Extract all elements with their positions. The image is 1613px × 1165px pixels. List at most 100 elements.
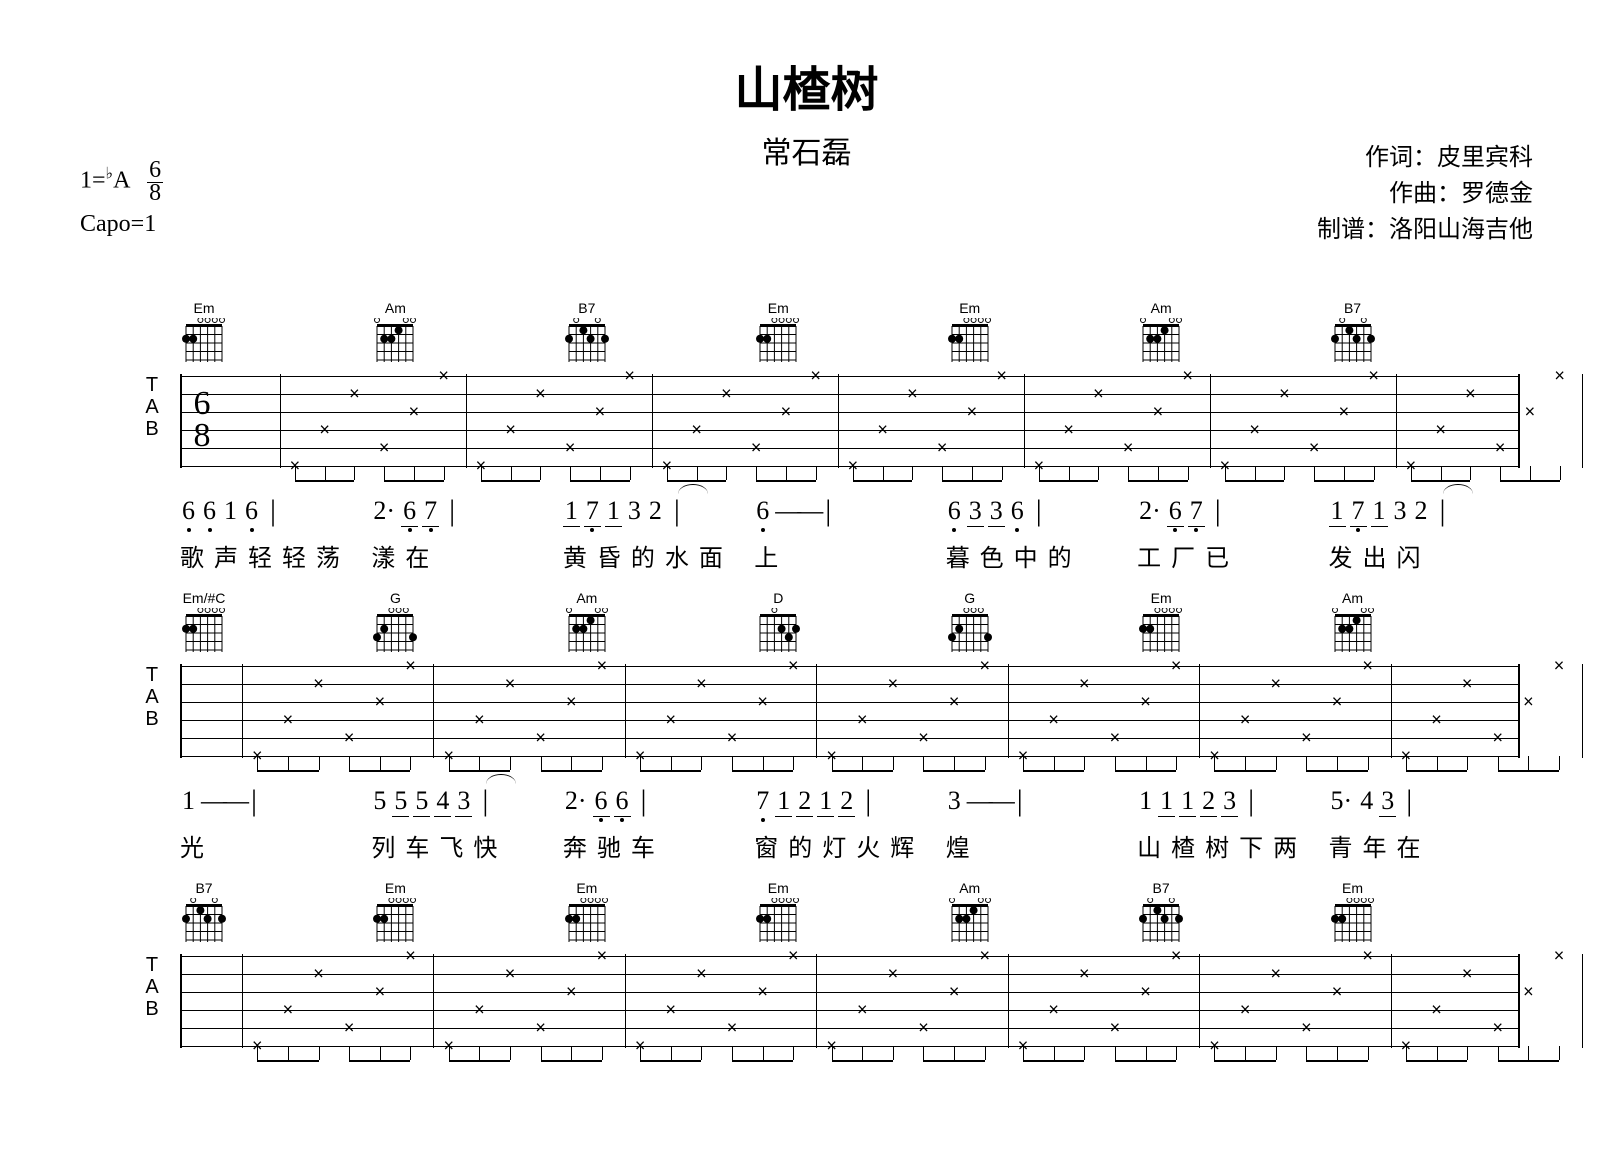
chord-diagram: Em xyxy=(1329,880,1377,953)
lyric-cell: 发 出 闪 xyxy=(1329,538,1520,573)
staff-system: EmAmB7EmEmAmB7TAB68×××××××××××××××××××××… xyxy=(120,300,1520,573)
chord-cell: Am xyxy=(946,880,1137,954)
chord-diagram: B7 xyxy=(563,300,611,373)
chord-label: Em xyxy=(563,880,611,896)
chord-label: G xyxy=(946,590,994,606)
chord-label: B7 xyxy=(180,880,228,896)
tab-clef: TAB xyxy=(132,954,172,1020)
chord-diagram: B7 xyxy=(180,880,228,953)
chord-cell: G xyxy=(371,590,562,664)
lyric-cell: 漾 在 xyxy=(371,538,562,573)
meta-right: 作词：皮里宾科 作曲：罗德金 制谱：洛阳山海吉他 xyxy=(1317,140,1533,248)
chord-label: G xyxy=(371,590,419,606)
chord-label: B7 xyxy=(563,300,611,316)
tab-clef: TAB xyxy=(132,664,172,730)
jianpu-measure: 2· 6 6 | xyxy=(563,784,754,818)
chord-row: EmAmB7EmEmAmB7 xyxy=(180,300,1520,374)
chord-cell: Am xyxy=(563,590,754,664)
lyric-cell: 奔 驰 车 xyxy=(563,828,754,863)
jianpu-row: 6 6 1 6 |2· 6 7 |1 7 1 3 2 |6 — — |6 3 3… xyxy=(180,494,1520,528)
lyric-cell: 黄 昏 的 水 面 xyxy=(563,538,754,573)
chord-label: Em xyxy=(371,880,419,896)
chord-label: Am xyxy=(563,590,611,606)
flat-symbol: ♭ xyxy=(106,166,114,183)
chord-cell: Em xyxy=(563,880,754,954)
chord-label: Em xyxy=(1137,590,1185,606)
chord-label: Am xyxy=(946,880,994,896)
lyric-cell: 窗 的 灯 火 辉 xyxy=(754,828,945,863)
chord-diagram: B7 xyxy=(1329,300,1377,373)
jianpu-row: 1 — — |5 5 5 4 3 |2· 6 6 |7 1 2 1 2 |3 —… xyxy=(180,784,1520,818)
chord-cell: Am xyxy=(1329,590,1520,664)
chord-cell: Em xyxy=(946,300,1137,374)
chord-label: Em/#C xyxy=(180,590,228,606)
chord-diagram: B7 xyxy=(1137,880,1185,953)
lyric-cell: 光 xyxy=(180,828,371,863)
chord-cell: B7 xyxy=(1137,880,1328,954)
chord-diagram: Em xyxy=(754,880,802,953)
chord-label: Am xyxy=(1329,590,1377,606)
chord-diagram: Em xyxy=(563,880,611,953)
chord-cell: Em xyxy=(371,880,562,954)
jianpu-measure: 5· 4 3 | xyxy=(1329,784,1520,818)
jianpu-measure: 5 5 5 4 3 | xyxy=(371,784,562,818)
chord-diagram: Am xyxy=(946,880,994,953)
time-signature: 68 xyxy=(188,388,216,453)
jianpu-measure: 1 — — | xyxy=(180,784,371,818)
jianpu-measure: 1 7 1 3 2 | xyxy=(1329,494,1520,528)
jianpu-measure: 6 3 3 6 | xyxy=(946,494,1137,528)
lyric-cell: 山 楂 树 下 两 xyxy=(1137,828,1328,863)
key-letter: A xyxy=(113,168,129,194)
lyric-cell: 列 车 飞 快 xyxy=(371,828,562,863)
chord-label: Em xyxy=(754,880,802,896)
lyricist-name: 皮里宾科 xyxy=(1437,145,1533,171)
chord-diagram: Em xyxy=(754,300,802,373)
jianpu-measure: 1 7 1 3 2 | xyxy=(563,494,754,528)
chord-label: B7 xyxy=(1329,300,1377,316)
chord-cell: Em/#C xyxy=(180,590,371,664)
chord-cell: Em xyxy=(1137,590,1328,664)
composer-name: 罗德金 xyxy=(1461,181,1533,207)
jianpu-measure: 6 6 1 6 | xyxy=(180,494,371,528)
title-text: 山楂树 xyxy=(734,64,878,117)
chord-label: Em xyxy=(946,300,994,316)
staff-system: Em/#CGAmDGEmAmTAB×××××××××××××××××××××××… xyxy=(120,590,1520,863)
chord-cell: Em xyxy=(754,300,945,374)
chord-cell: B7 xyxy=(1329,300,1520,374)
chord-label: Em xyxy=(180,300,228,316)
song-title: 山楂树 xyxy=(0,0,1613,120)
chord-diagram: D xyxy=(754,590,802,663)
composer-label: 作曲： xyxy=(1389,181,1461,207)
jianpu-measure: 1 1 1 2 3 | xyxy=(1137,784,1328,818)
lyric-cell: 暮 色 中 的 xyxy=(946,538,1137,573)
chord-row: Em/#C G Am D G Em Am xyxy=(180,590,1520,664)
lyric-cell: 工 厂 已 xyxy=(1137,538,1328,573)
lyric-row: 歌 声 轻 轻 荡漾 在黄 昏 的 水 面上暮 色 中 的工 厂 已发 出 闪 xyxy=(180,538,1520,573)
key-signature: 1=♭A 6 8 xyxy=(80,160,163,204)
time-bottom: 8 xyxy=(147,183,163,205)
composer-line: 作曲：罗德金 xyxy=(1317,176,1533,212)
lyric-cell: 歌 声 轻 轻 荡 xyxy=(180,538,371,573)
capo-line: Capo=1 xyxy=(80,204,163,245)
transcriber-name: 洛阳山海吉他 xyxy=(1389,217,1533,243)
chord-label: Am xyxy=(1137,300,1185,316)
key-prefix: 1= xyxy=(80,168,106,194)
chord-cell: Am xyxy=(1137,300,1328,374)
chord-diagram: Am xyxy=(1137,300,1185,373)
lyric-cell: 上 xyxy=(754,538,945,573)
chord-cell: Em xyxy=(180,300,371,374)
jianpu-measure: 2· 6 7 | xyxy=(1137,494,1328,528)
chord-cell: Em xyxy=(1329,880,1520,954)
jianpu-measure: 7 1 2 1 2 | xyxy=(754,784,945,818)
chord-diagram: Em xyxy=(946,300,994,373)
chord-row: B7 Em Em Em Am B7 Em xyxy=(180,880,1520,954)
chord-cell: B7 xyxy=(180,880,371,954)
meta-left: 1=♭A 6 8 Capo=1 xyxy=(80,160,163,245)
chord-diagram: Em xyxy=(180,300,228,373)
jianpu-measure: 3 — — | xyxy=(946,784,1137,818)
chord-cell: Em xyxy=(754,880,945,954)
chord-cell: Am xyxy=(371,300,562,374)
lyricist-label: 作词： xyxy=(1365,145,1437,171)
chord-cell: B7 xyxy=(563,300,754,374)
chord-diagram: Em/#C xyxy=(180,590,228,663)
